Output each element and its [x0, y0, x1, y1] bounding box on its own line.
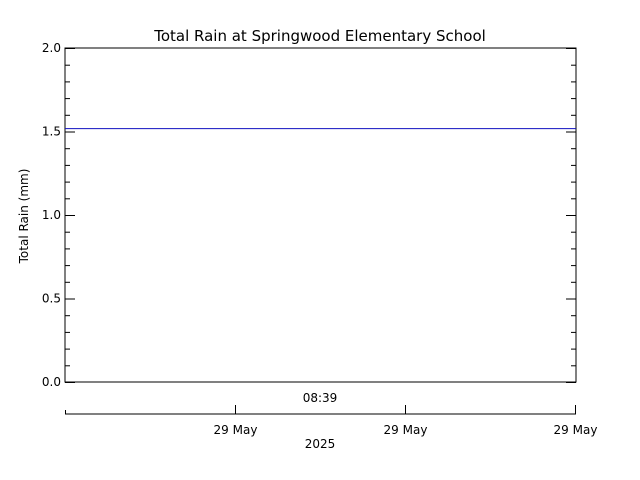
y-tick-label: 0.0 — [42, 375, 61, 389]
y-tick-labels: 0.0 0.5 1.0 1.5 2.0 — [42, 41, 61, 389]
plot-frame — [64, 47, 577, 383]
x-year-label: 2025 — [305, 437, 336, 451]
y-major-ticks — [65, 48, 576, 383]
date-ticks: 29 May 29 May 29 May — [65, 405, 598, 437]
date-tick-label: 29 May — [554, 423, 598, 437]
y-tick-label: 0.5 — [42, 292, 61, 306]
date-tick-label: 29 May — [384, 423, 428, 437]
date-tick-label: 29 May — [214, 423, 258, 437]
y-tick-label: 2.0 — [42, 41, 61, 55]
y-tick-label: 1.5 — [42, 125, 61, 139]
y-axis-label: Total Rain (mm) — [17, 169, 31, 265]
y-tick-label: 1.0 — [42, 208, 61, 222]
x-time-label: 08:39 — [303, 391, 338, 405]
y-minor-ticks — [65, 48, 576, 383]
chart-title: Total Rain at Springwood Elementary Scho… — [153, 27, 486, 45]
